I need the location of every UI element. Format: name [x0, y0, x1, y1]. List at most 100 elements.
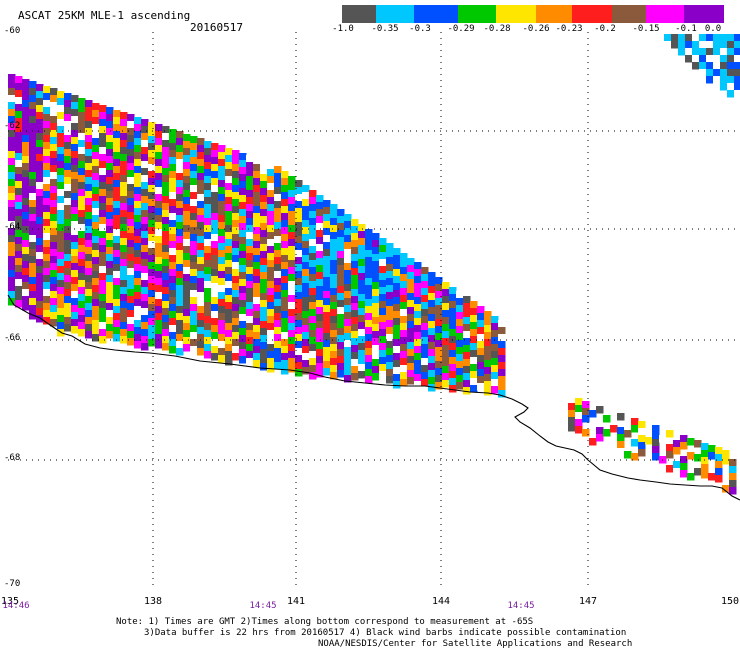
data-pixel [211, 220, 219, 228]
data-pixel [197, 278, 205, 286]
data-pixel [435, 361, 443, 369]
data-pixel [8, 123, 16, 131]
data-pixel [323, 354, 331, 362]
data-pixel [78, 329, 86, 337]
data-pixel [715, 461, 723, 469]
data-pixel [694, 468, 702, 476]
data-pixel [99, 294, 107, 302]
data-pixel [706, 55, 714, 63]
data-pixel [50, 179, 58, 187]
data-pixel [720, 41, 728, 49]
data-pixel [477, 334, 485, 342]
data-pixel [211, 262, 219, 270]
data-pixel [246, 267, 254, 275]
data-pixel [727, 90, 735, 98]
data-pixel [253, 269, 261, 277]
data-pixel [162, 245, 170, 253]
data-pixel [211, 164, 219, 172]
data-pixel [727, 41, 735, 49]
data-pixel [134, 187, 142, 195]
data-pixel [253, 255, 261, 263]
data-pixel [197, 306, 205, 314]
data-pixel [344, 298, 352, 306]
data-pixel [64, 261, 72, 269]
data-pixel [43, 100, 51, 108]
data-pixel [155, 152, 163, 160]
data-pixel [386, 285, 394, 293]
data-pixel [120, 301, 128, 309]
data-pixel [484, 311, 492, 319]
data-pixel [50, 263, 58, 271]
data-pixel [498, 390, 506, 398]
data-pixel [365, 250, 373, 258]
data-pixel [706, 48, 714, 56]
data-pixel [8, 200, 16, 208]
data-pixel [295, 362, 303, 370]
data-pixel [211, 157, 219, 165]
data-pixel [281, 367, 289, 375]
data-pixel [92, 215, 100, 223]
data-pixel [295, 278, 303, 286]
data-pixel [379, 357, 387, 365]
data-pixel [253, 171, 261, 179]
data-pixel [211, 346, 219, 354]
data-pixel [36, 315, 44, 323]
data-pixel [211, 318, 219, 326]
data-pixel [148, 283, 156, 291]
data-pixel [71, 165, 79, 173]
data-pixel [211, 269, 219, 277]
data-pixel [706, 34, 714, 42]
data-pixel [43, 233, 51, 241]
data-pixel [281, 283, 289, 291]
data-pixel [379, 238, 387, 246]
data-pixel [8, 165, 16, 173]
data-pixel [344, 214, 352, 222]
data-pixel [148, 227, 156, 235]
data-pixel [64, 100, 72, 108]
data-pixel [183, 253, 191, 261]
data-pixel [288, 295, 296, 303]
data-pixel [330, 358, 338, 366]
data-pixel [176, 348, 184, 356]
data-pixel [169, 318, 177, 326]
data-pixel [232, 276, 240, 284]
data-pixel [463, 296, 471, 304]
data-pixel [50, 165, 58, 173]
data-pixel [435, 298, 443, 306]
data-pixel [106, 233, 114, 241]
data-pixel [169, 290, 177, 298]
data-pixel [267, 253, 275, 261]
data-pixel [127, 212, 135, 220]
data-pixel [50, 312, 58, 320]
data-pixel [645, 437, 653, 445]
data-pixel [211, 311, 219, 319]
data-pixel [176, 327, 184, 335]
data-pixel [652, 432, 660, 440]
data-pixel [484, 360, 492, 368]
data-pixel [120, 315, 128, 323]
data-pixel [288, 309, 296, 317]
time-label: 14:45 [249, 601, 277, 611]
data-pixel [92, 236, 100, 244]
data-pixel [358, 245, 366, 253]
data-pixel [281, 325, 289, 333]
data-pixel [246, 218, 254, 226]
data-pixel [463, 366, 471, 374]
data-pixel [50, 284, 58, 292]
data-pixel [393, 297, 401, 305]
data-pixel [260, 356, 268, 364]
data-pixel [414, 297, 422, 305]
data-pixel [379, 350, 387, 358]
data-pixel [190, 241, 198, 249]
data-pixel [428, 279, 436, 287]
data-pixel [176, 215, 184, 223]
data-pixel [218, 285, 226, 293]
data-pixel [190, 178, 198, 186]
data-pixel [414, 381, 422, 389]
data-pixel [316, 279, 324, 287]
data-pixel [92, 264, 100, 272]
data-pixel [155, 229, 163, 237]
data-pixel [316, 356, 324, 364]
data-pixel [372, 254, 380, 262]
